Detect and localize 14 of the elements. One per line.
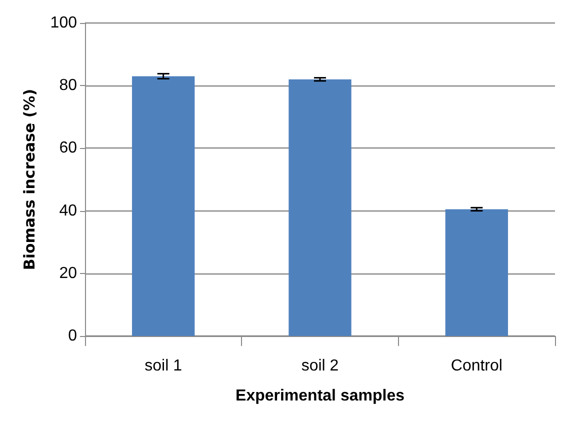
- y-axis-title: Biomass increase (%): [20, 88, 38, 270]
- x-axis-title: Experimental samples: [236, 388, 405, 404]
- bar: [132, 76, 195, 336]
- y-tick-label: 40: [59, 202, 78, 220]
- x-tick-label: Control: [450, 358, 502, 374]
- x-tick-label: soil 1: [144, 358, 182, 374]
- y-tick-label: 60: [59, 140, 78, 157]
- y-tick-label: 80: [59, 77, 78, 94]
- x-tick-label: soil 2: [301, 358, 339, 374]
- bar: [288, 79, 352, 336]
- y-tick-label: 0: [68, 328, 78, 344]
- bar: [445, 209, 508, 336]
- y-tick-label: 100: [50, 14, 78, 32]
- y-tick-label: 20: [59, 264, 78, 282]
